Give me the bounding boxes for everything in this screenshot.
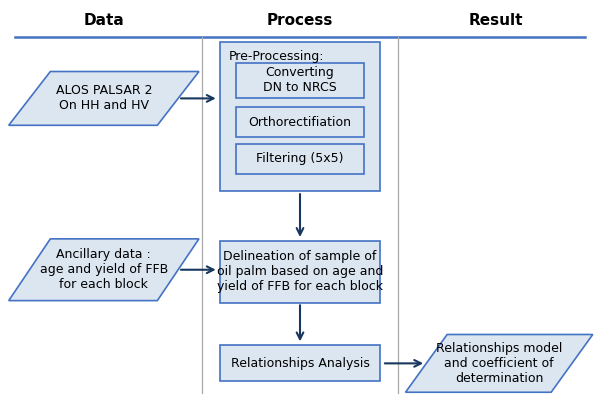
FancyBboxPatch shape: [220, 241, 380, 303]
Text: ALOS PALSAR 2
On HH and HV: ALOS PALSAR 2 On HH and HV: [56, 84, 152, 112]
Text: Filtering (5x5): Filtering (5x5): [256, 152, 344, 166]
Text: Result: Result: [469, 13, 523, 28]
FancyBboxPatch shape: [220, 42, 380, 191]
Text: Relationships model
and coefficient of
determination: Relationships model and coefficient of d…: [436, 342, 562, 385]
Text: Orthorectifiation: Orthorectifiation: [248, 116, 352, 129]
Text: Data: Data: [83, 13, 124, 28]
Text: Converting
DN to NRCS: Converting DN to NRCS: [263, 67, 337, 95]
Text: Process: Process: [267, 13, 333, 28]
Polygon shape: [406, 335, 593, 392]
FancyBboxPatch shape: [236, 107, 364, 137]
Text: Ancillary data :
age and yield of FFB
for each block: Ancillary data : age and yield of FFB fo…: [40, 248, 168, 291]
Polygon shape: [9, 72, 199, 125]
FancyBboxPatch shape: [220, 345, 380, 381]
Polygon shape: [9, 239, 199, 301]
FancyBboxPatch shape: [236, 144, 364, 174]
Text: Pre-Processing:: Pre-Processing:: [229, 50, 324, 63]
Text: Relationships Analysis: Relationships Analysis: [230, 357, 370, 370]
FancyBboxPatch shape: [236, 63, 364, 99]
Text: Delineation of sample of
oil palm based on age and
yield of FFB for each block: Delineation of sample of oil palm based …: [217, 250, 383, 293]
